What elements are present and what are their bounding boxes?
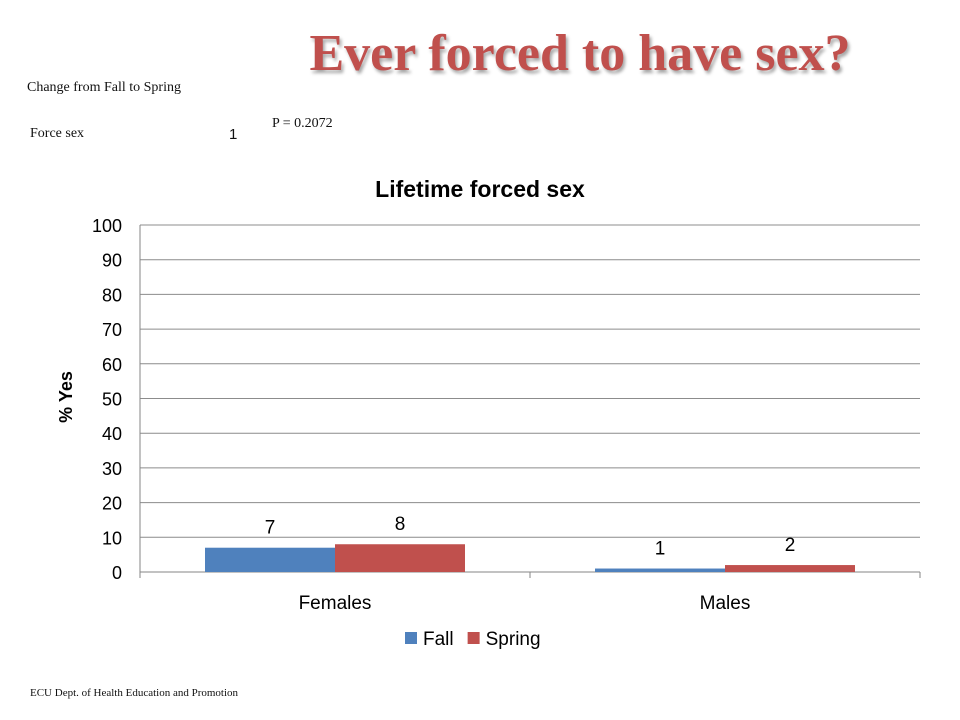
legend-label-fall: Fall	[423, 629, 454, 650]
y-tick-label: 50	[102, 390, 122, 410]
slide-title: Ever forced to have sex?	[309, 25, 851, 82]
x-tick-label: Males	[700, 593, 751, 614]
p-value: P = 0.2072	[272, 116, 333, 131]
legend-swatch-spring	[467, 632, 480, 644]
y-tick-label: 20	[102, 494, 122, 514]
y-tick-label: 80	[102, 285, 122, 305]
y-tick-label: 30	[102, 459, 122, 479]
data-label: 8	[395, 514, 406, 535]
bar-fall-males	[595, 568, 725, 572]
y-axis-label: % Yes	[56, 371, 76, 423]
y-tick-label: 100	[92, 216, 122, 236]
legend-swatch-fall	[405, 632, 417, 644]
chart-title: Lifetime forced sex	[375, 176, 585, 202]
change-label: Change from Fall to Spring	[27, 80, 181, 95]
y-tick-label: 10	[102, 528, 122, 548]
legend-label-spring: Spring	[486, 629, 541, 650]
data-label: 2	[785, 535, 796, 556]
x-tick-label: Females	[299, 593, 372, 614]
bar-spring-males	[725, 565, 855, 572]
footer-text: ECU Dept. of Health Education and Promot…	[30, 687, 239, 699]
bar-spring-females	[335, 544, 465, 572]
data-label: 1	[655, 539, 666, 560]
y-tick-label: 60	[102, 355, 122, 375]
y-tick-label: 90	[102, 251, 122, 271]
force-sex-value: 1	[229, 126, 238, 143]
y-tick-label: 70	[102, 320, 122, 340]
bar-fall-females	[205, 547, 335, 572]
force-sex-label: Force sex	[30, 126, 85, 141]
y-tick-label: 40	[102, 424, 122, 444]
data-label: 7	[265, 518, 276, 539]
y-tick-label: 0	[112, 563, 122, 583]
